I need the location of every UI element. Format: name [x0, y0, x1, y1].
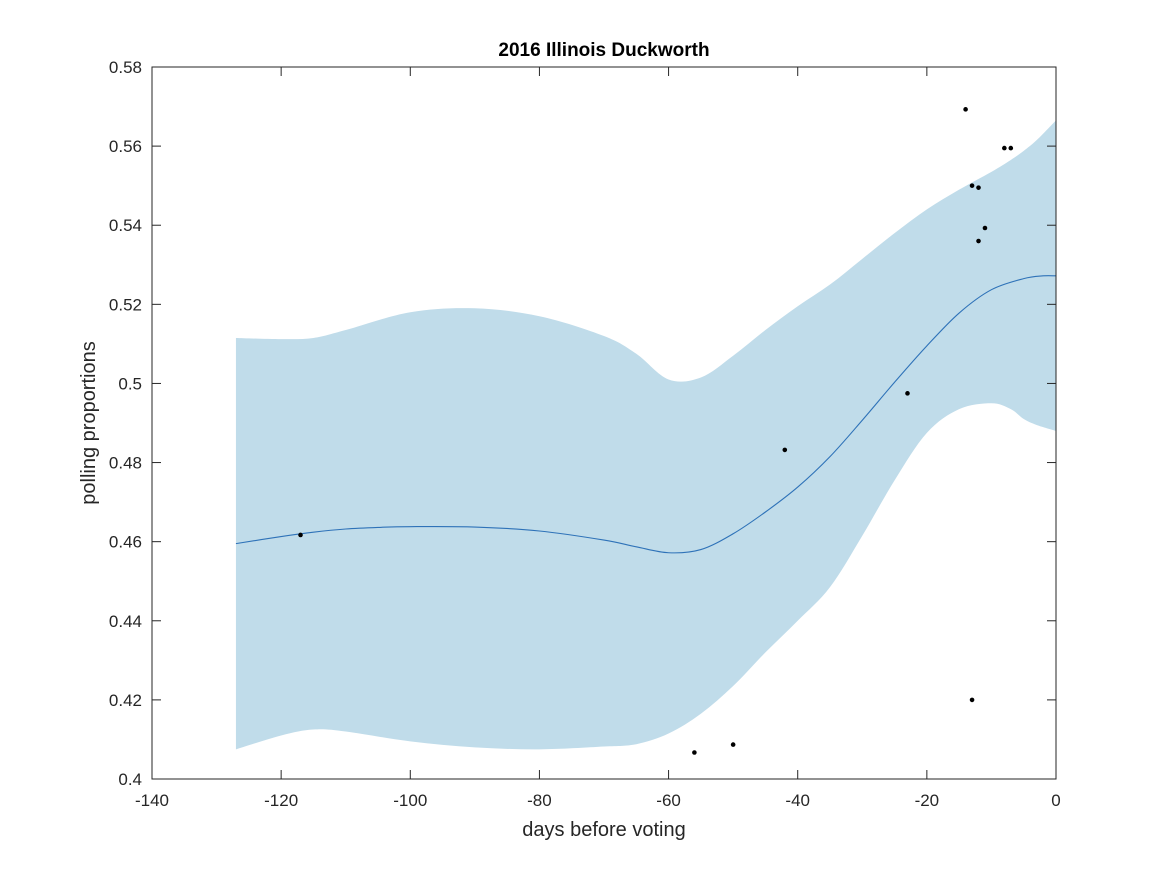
x-tick-label: -120	[264, 791, 298, 810]
x-tick-label: 0	[1051, 791, 1060, 810]
poll-point	[982, 225, 988, 231]
y-axis-label: polling proportions	[78, 341, 100, 504]
y-tick-label: 0.56	[109, 137, 142, 156]
x-tick-label: -40	[785, 791, 810, 810]
x-axis-label: days before voting	[522, 819, 685, 841]
x-ticks: -140 -120 -100 -80 -60 -40 -20 0	[135, 67, 1061, 810]
y-tick-label: 0.48	[109, 454, 142, 473]
poll-point	[730, 742, 736, 747]
chart-title: 2016 Illinois Duckworth	[498, 40, 709, 61]
y-tick-label: 0.4	[118, 770, 142, 789]
poll-point	[969, 183, 975, 188]
poll-point	[976, 238, 981, 244]
poll-point	[969, 697, 975, 703]
x-tick-label: -100	[393, 791, 427, 810]
y-tick-label: 0.44	[109, 612, 142, 631]
y-tick-label: 0.42	[109, 691, 142, 710]
y-tick-label: 0.58	[109, 58, 142, 77]
poll-point	[298, 532, 303, 538]
x-tick-label: -140	[135, 791, 169, 810]
poll-point	[1008, 145, 1014, 151]
plot-frame	[151, 66, 1057, 780]
poll-point	[905, 391, 910, 396]
y-tick-label: 0.52	[109, 295, 142, 314]
poll-point	[1002, 145, 1007, 151]
y-tick-label: 0.54	[109, 216, 142, 235]
fit-line	[235, 275, 1057, 554]
y-tick-label: 0.5	[118, 374, 142, 393]
poll-point	[692, 750, 697, 755]
x-tick-label: -60	[656, 791, 681, 810]
poll-points	[298, 107, 1014, 755]
poll-point	[963, 107, 968, 112]
poll-point	[976, 185, 981, 190]
confidence-band	[235, 120, 1056, 750]
x-tick-label: -80	[527, 791, 552, 810]
x-tick-label: -20	[915, 791, 940, 810]
y-ticks: 0.4 0.42 0.44 0.46 0.48 0.5 0.52 0.54 0.56 0.58	[109, 58, 1056, 789]
poll-point	[782, 447, 788, 453]
y-tick-label: 0.46	[109, 533, 142, 552]
